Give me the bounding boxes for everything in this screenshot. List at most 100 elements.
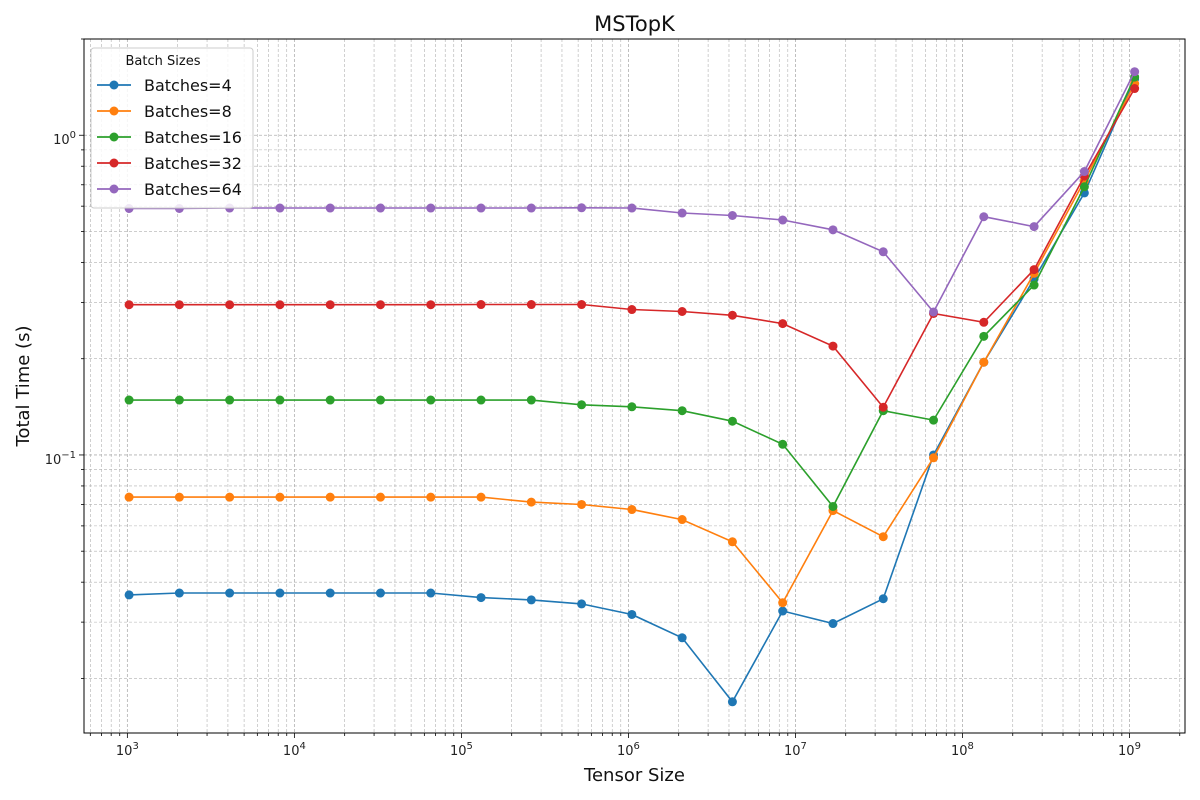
tick-label-exponent: 7 [801, 741, 807, 752]
tick-label-base: 10 [116, 744, 133, 759]
tick-label-base: 10 [617, 744, 634, 759]
legend-label: Batches=16 [144, 128, 242, 147]
legend-item: Batches=16 [97, 128, 242, 147]
data-point [727, 416, 737, 426]
data-point [426, 300, 436, 310]
data-point [275, 203, 285, 213]
data-point [727, 211, 737, 221]
data-point [325, 300, 335, 310]
data-point [1130, 67, 1140, 77]
x-axis-title: Tensor Size [583, 765, 685, 786]
data-point [878, 594, 888, 604]
y-tick-label: 10−1 [45, 450, 76, 468]
data-point [1029, 222, 1039, 232]
data-point [778, 598, 788, 608]
data-point [225, 588, 235, 598]
x-tick-label: 104 [283, 741, 306, 759]
data-point [526, 300, 536, 310]
data-point [225, 300, 235, 310]
data-point [325, 203, 335, 213]
chart-title: MSTopK [594, 12, 676, 36]
data-point [577, 203, 587, 213]
data-point [526, 395, 536, 405]
legend-title: Batch Sizes [126, 54, 201, 69]
data-point [275, 588, 285, 598]
data-point [929, 453, 939, 463]
y-axis-title: Total Time (s) [13, 326, 34, 448]
data-point [174, 492, 184, 502]
legend-box [90, 47, 254, 209]
data-point [375, 203, 385, 213]
tick-label-base: 10 [53, 133, 70, 148]
data-point [476, 203, 486, 213]
data-point [577, 499, 587, 509]
data-point [627, 305, 637, 315]
data-point [476, 395, 486, 405]
data-point [124, 590, 134, 600]
data-point [476, 492, 486, 502]
y-tick-label: 100 [53, 130, 76, 148]
tick-label-base: 10 [45, 453, 62, 468]
data-point [778, 319, 788, 329]
legend-label: Batches=64 [144, 180, 242, 199]
data-point [526, 595, 536, 605]
x-tick-label: 107 [784, 741, 807, 759]
x-tick-label: 108 [951, 741, 974, 759]
data-point [627, 505, 637, 515]
tick-label-exponent: 9 [1135, 741, 1141, 752]
legend-marker [109, 106, 119, 116]
tick-label-base: 10 [283, 744, 300, 759]
data-point [627, 203, 637, 213]
data-point [275, 492, 285, 502]
tick-label-base: 10 [784, 744, 801, 759]
data-point [476, 593, 486, 603]
data-point [124, 492, 134, 502]
data-point [577, 599, 587, 609]
data-point [828, 225, 838, 235]
legend-label: Batches=8 [144, 102, 232, 121]
data-point [1079, 167, 1089, 177]
data-point [325, 588, 335, 598]
data-point [778, 215, 788, 225]
x-tick-label: 109 [1118, 741, 1141, 759]
data-point [929, 415, 939, 425]
series-Batches=32 [124, 84, 1140, 412]
tick-label-exponent: 5 [466, 741, 472, 752]
tick-label-base: 10 [1118, 744, 1135, 759]
data-point [526, 497, 536, 507]
legend-item: Batches=32 [97, 154, 242, 173]
data-point [677, 515, 687, 525]
data-point [929, 307, 939, 317]
data-point [124, 395, 134, 405]
series-layer [124, 67, 1140, 707]
data-point [979, 357, 989, 367]
data-point [778, 606, 788, 616]
data-point [1029, 265, 1039, 275]
legend-item: Batches=4 [97, 76, 232, 95]
legend-item: Batches=8 [97, 102, 232, 121]
x-tick-label: 103 [116, 741, 139, 759]
data-point [426, 203, 436, 213]
data-point [426, 492, 436, 502]
tick-label-exponent: −1 [61, 450, 76, 461]
data-point [375, 395, 385, 405]
data-point [426, 588, 436, 598]
data-point [677, 633, 687, 643]
data-point [225, 395, 235, 405]
tick-label-exponent: 6 [634, 741, 640, 752]
data-point [426, 395, 436, 405]
data-point [275, 395, 285, 405]
legend-marker [109, 132, 119, 142]
data-point [325, 395, 335, 405]
legend-items: Batches=4 Batches=8 Batches=16 Batches=32 Ba… [97, 76, 242, 199]
data-point [174, 395, 184, 405]
data-point [375, 588, 385, 598]
data-point [778, 439, 788, 449]
tick-label-exponent: 0 [70, 130, 76, 141]
data-point [1130, 84, 1140, 94]
tick-label-base: 10 [951, 744, 968, 759]
data-point [878, 402, 888, 412]
data-point [325, 492, 335, 502]
